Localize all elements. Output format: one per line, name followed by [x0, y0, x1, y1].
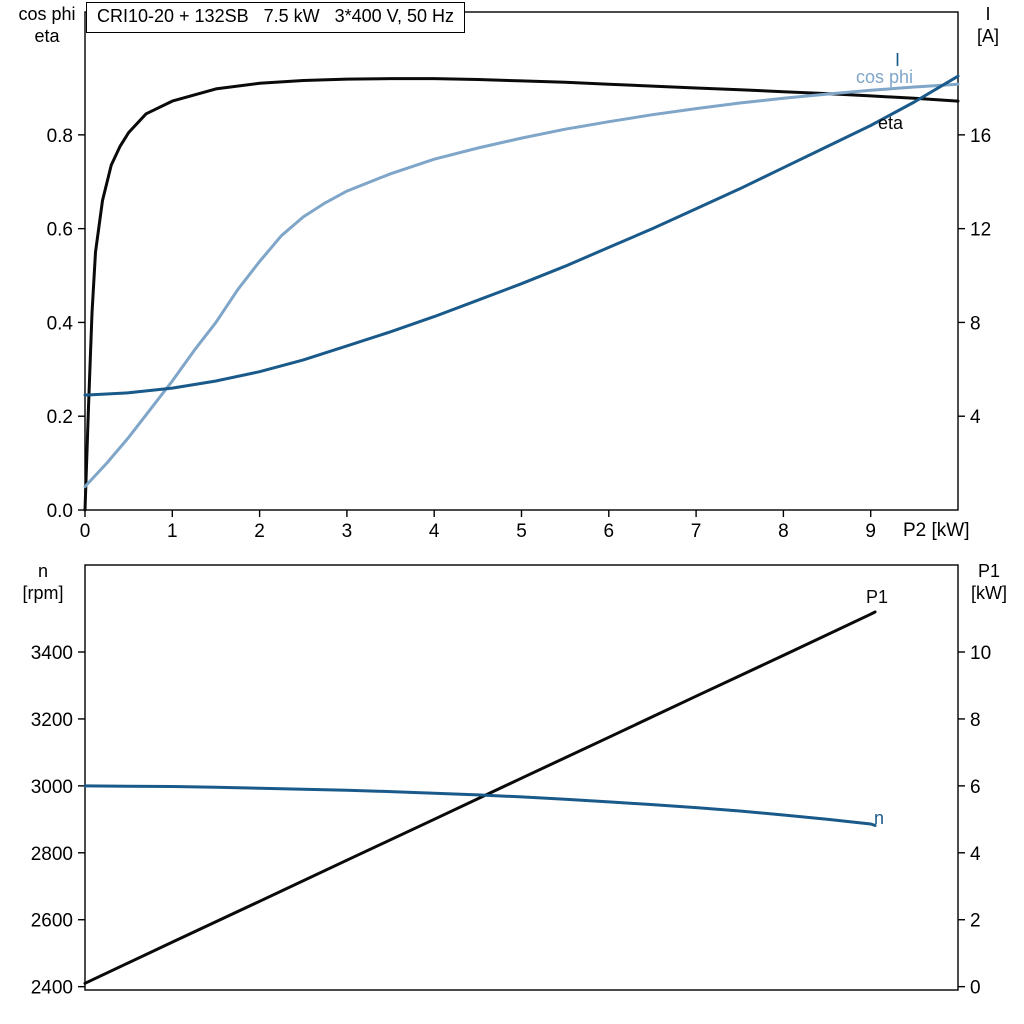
- top-y-right-tick-label: 16: [970, 126, 991, 147]
- curve-label-eta: eta: [878, 113, 904, 133]
- top-x-tick-label: 2: [254, 521, 265, 542]
- top-right-axis-label: I [A]: [962, 3, 1014, 47]
- top-x-tick-label: 1: [167, 521, 178, 542]
- top-left-axis-label: cos phi eta: [8, 3, 86, 47]
- top-x-tick-label: 4: [429, 521, 440, 542]
- top-y-right-tick-label: 12: [970, 220, 991, 241]
- chart-title-box: CRI10-20 + 132SB 7.5 kW 3*400 V, 50 Hz: [86, 2, 466, 33]
- curve-label-n: n: [874, 808, 885, 828]
- axis-label-current: I: [985, 4, 991, 24]
- bottom-left-axis-label: n [rpm]: [8, 560, 78, 604]
- bottom-y-right-tick-label: 10: [970, 643, 991, 664]
- bottom-y-right-tick-label: 0: [970, 978, 981, 999]
- bottom-y-left-tick-label: 2800: [31, 844, 73, 865]
- top-y-right-tick-label: 8: [970, 313, 981, 334]
- top-plot-border: [84, 11, 959, 511]
- bottom-y-left-tick-label: 2400: [31, 978, 73, 999]
- x-axis-label-p2: P2 [kW]: [903, 520, 970, 541]
- top-x-tick-label: 3: [342, 521, 353, 542]
- top-x-tick-label: 6: [604, 521, 615, 542]
- top-y-left-tick-label: 0.6: [47, 220, 73, 241]
- P1-curve: [83, 610, 877, 985]
- bottom-y-right-tick-label: 8: [970, 710, 981, 731]
- axis-label-amps-unit: [A]: [976, 26, 999, 46]
- axis-label-p1: P1: [977, 561, 1001, 581]
- axis-label-kw-unit: [kW]: [971, 583, 1007, 603]
- cos-phi-curve: [83, 82, 960, 489]
- top-x-tick-label: 9: [865, 521, 876, 542]
- curve-label-cos-phi: cos phi: [856, 67, 914, 87]
- bottom-right-axis-label: P1 [kW]: [960, 560, 1018, 604]
- bottom-y-left-tick-label: 2600: [31, 911, 73, 932]
- top-x-tick-label: 0: [80, 521, 91, 542]
- bottom-y-left-tick-label: 3200: [31, 710, 73, 731]
- top-y-left-tick-label: 0.8: [47, 126, 73, 147]
- eta-curve: [83, 77, 960, 512]
- top-x-tick-label: 8: [778, 521, 789, 542]
- axis-label-rpm-unit: [rpm]: [22, 583, 64, 603]
- axis-label-n: n: [37, 561, 48, 581]
- current-I-curve: [83, 74, 960, 397]
- top-y-left-tick-label: 0.2: [47, 407, 73, 428]
- top-y-left-tick-label: 0.4: [47, 313, 74, 334]
- axis-label-eta: eta: [34, 26, 60, 46]
- curve-label-p1: P1: [866, 587, 889, 607]
- top-y-left-tick-label: 0.0: [47, 501, 73, 522]
- curve-label-current: I: [895, 50, 901, 70]
- axis-label-cos-phi: cos phi: [18, 4, 76, 24]
- bottom-y-right-tick-label: 6: [970, 777, 981, 798]
- bottom-y-left-tick-label: 3000: [31, 777, 73, 798]
- top-y-right-tick-label: 4: [970, 407, 981, 428]
- bottom-y-right-tick-label: 4: [970, 844, 981, 865]
- bottom-y-left-tick-label: 3400: [31, 643, 73, 664]
- bottom-y-right-tick-label: 2: [970, 911, 981, 932]
- speed-n-curve: [83, 784, 877, 827]
- top-x-tick-label: 5: [516, 521, 527, 542]
- bottom-plot-border: [84, 564, 959, 991]
- top-x-tick-label: 7: [691, 521, 702, 542]
